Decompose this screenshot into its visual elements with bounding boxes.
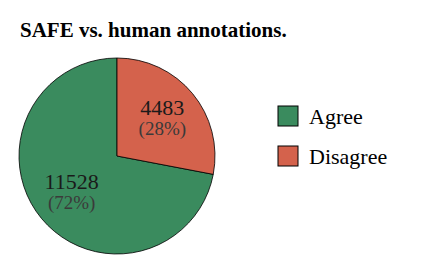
legend-label: Disagree bbox=[309, 144, 387, 169]
legend-swatch bbox=[278, 146, 298, 166]
data-label: 4483 bbox=[140, 95, 184, 120]
percentage-label: (28%) bbox=[139, 118, 186, 140]
title: SAFE vs. human annotations. bbox=[20, 18, 287, 42]
chart: SAFE vs. human annotations. 11528(72%) 448… bbox=[0, 0, 426, 271]
legend-swatch bbox=[278, 106, 298, 126]
legend-label: Agree bbox=[309, 104, 363, 129]
pie bbox=[19, 58, 215, 254]
legend: Agree Disagree bbox=[278, 104, 387, 169]
pie-slice bbox=[117, 58, 215, 174]
data-label: 11528 bbox=[45, 169, 99, 194]
percentage-label: (72%) bbox=[48, 192, 95, 214]
